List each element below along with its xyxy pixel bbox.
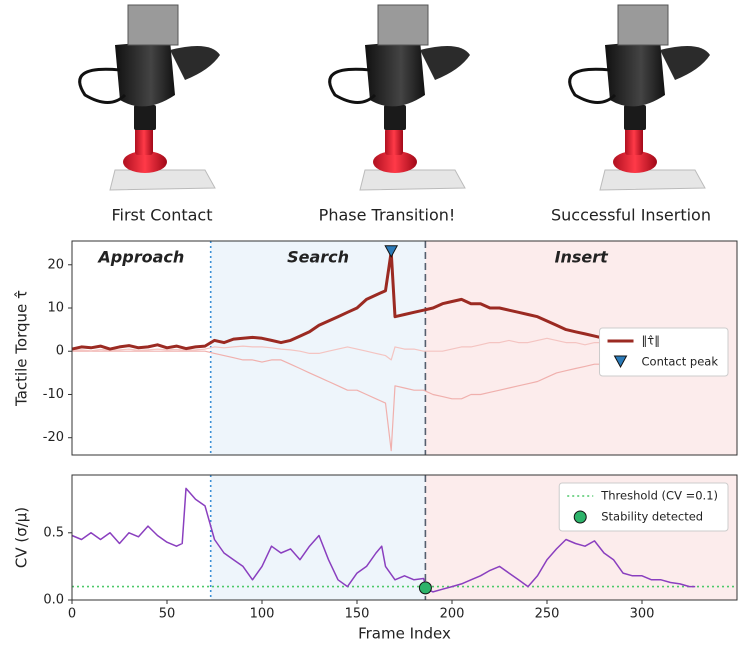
jaw xyxy=(420,46,470,80)
x-axis-label: Frame Index xyxy=(358,625,451,643)
x-tick-label: 50 xyxy=(159,607,176,622)
legend-swatch xyxy=(573,510,587,524)
panel-caption: First Contact xyxy=(111,206,212,225)
red-part xyxy=(373,151,417,173)
gripper-body xyxy=(365,40,425,107)
phase-label: Search xyxy=(287,248,349,267)
red-tip xyxy=(385,128,403,155)
base-plate xyxy=(599,169,706,191)
base-plate xyxy=(109,169,216,191)
finger xyxy=(384,105,406,130)
y-tick-label: 20 xyxy=(47,257,64,272)
y-tick-label: 0.0 xyxy=(43,593,64,608)
event-marker xyxy=(418,581,432,595)
legend-swatch xyxy=(613,355,628,369)
y-tick-label: 0 xyxy=(56,344,64,359)
gripper-body xyxy=(605,40,665,107)
legend-box xyxy=(558,482,729,532)
y-tick-label: 10 xyxy=(47,301,64,316)
robot-images xyxy=(78,4,710,191)
base-plate xyxy=(359,169,466,191)
panel-caption: Phase Transition! xyxy=(319,206,456,225)
legend: Threshold (CV =0.1) Stability detected xyxy=(558,482,729,532)
flange xyxy=(617,4,669,46)
x-tick-label: 0 xyxy=(68,607,76,622)
cable xyxy=(78,67,127,104)
y-axis-label: Tactile Torque τ̂ xyxy=(13,290,31,407)
phase-region xyxy=(210,241,426,455)
y-tick-label: -20 xyxy=(43,430,64,445)
legend-label: ‖τ̂‖ xyxy=(642,334,660,348)
phase-label: Approach xyxy=(96,248,184,267)
legend-label: Stability detected xyxy=(601,510,703,524)
x-tick-label: 200 xyxy=(440,607,465,622)
y-tick-label: 0.5 xyxy=(43,525,64,540)
x-tick-label: 300 xyxy=(630,607,655,622)
flange xyxy=(377,4,429,46)
red-part xyxy=(613,151,657,173)
robot xyxy=(568,4,710,191)
y-tick-label: -10 xyxy=(43,387,64,402)
legend-box xyxy=(599,327,729,377)
legend-label: Contact peak xyxy=(642,355,719,369)
plot-frame xyxy=(71,240,738,456)
event-marker xyxy=(384,245,399,258)
legend: ‖τ̂‖ Contact peak xyxy=(599,327,729,377)
finger xyxy=(624,105,646,130)
cable xyxy=(568,67,617,104)
series-line xyxy=(71,487,696,593)
x-tick-label: 150 xyxy=(345,607,370,622)
jaw xyxy=(170,46,220,80)
robot xyxy=(78,4,220,191)
panel-caption: Successful Insertion xyxy=(551,206,711,225)
flange xyxy=(127,4,179,46)
jaw xyxy=(660,46,710,80)
x-tick-label: 100 xyxy=(250,607,275,622)
y-axis-label: CV (σ/μ) xyxy=(13,507,31,568)
cable xyxy=(328,67,377,104)
legend-label: Threshold (CV =0.1) xyxy=(600,489,718,503)
red-part xyxy=(123,151,167,173)
plot-frame xyxy=(71,474,738,601)
finger xyxy=(134,105,156,130)
phase-label: Insert xyxy=(555,248,610,267)
robot xyxy=(328,4,470,191)
x-tick-label: 250 xyxy=(535,607,560,622)
gripper-body xyxy=(115,40,175,107)
